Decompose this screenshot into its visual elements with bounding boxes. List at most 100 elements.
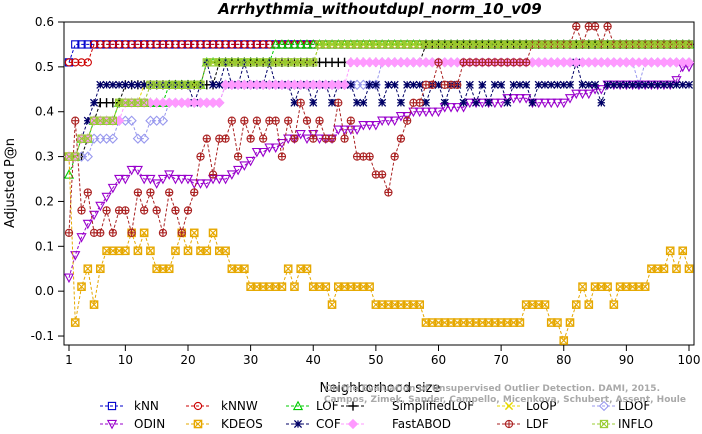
y-tick-label: 0.4 bbox=[35, 105, 54, 119]
point-kdeos bbox=[96, 264, 105, 274]
point-knnw bbox=[77, 58, 86, 67]
legend-swatch-marker bbox=[599, 419, 609, 429]
point-cof bbox=[409, 80, 418, 89]
point-odin bbox=[157, 174, 169, 185]
legend-item-cof: COF bbox=[286, 417, 341, 431]
legend-item-ldf: LDF bbox=[497, 417, 549, 431]
series-ldf bbox=[64, 22, 694, 237]
point-ldf bbox=[340, 134, 349, 143]
point-ldf bbox=[158, 228, 168, 237]
point-kdeos bbox=[133, 246, 143, 256]
point-inflo bbox=[108, 116, 117, 125]
point-lof bbox=[295, 39, 306, 49]
point-kdeos bbox=[640, 282, 650, 291]
point-odin bbox=[414, 107, 425, 118]
point-cof bbox=[522, 80, 531, 89]
point-knnw bbox=[108, 40, 117, 49]
point-ldf bbox=[227, 116, 236, 125]
point-ldf bbox=[196, 152, 205, 161]
point-ldf bbox=[258, 134, 268, 143]
point-odin bbox=[232, 165, 244, 176]
point-knnw bbox=[96, 40, 105, 49]
point-odin bbox=[433, 107, 444, 118]
point-cof bbox=[121, 80, 130, 89]
point-kdeos bbox=[290, 282, 299, 291]
point-ldf bbox=[233, 152, 243, 161]
y-axis-label: Adjusted P@n bbox=[3, 138, 18, 228]
point-knnw bbox=[252, 40, 262, 49]
point-kdeos bbox=[571, 300, 581, 309]
point-cof bbox=[215, 80, 224, 89]
legend-swatch-marker bbox=[106, 419, 118, 430]
point-cof bbox=[666, 80, 675, 89]
point-kdeos bbox=[584, 300, 594, 309]
point-kdeos bbox=[415, 300, 425, 309]
series-layer bbox=[63, 22, 695, 345]
point-odin bbox=[596, 85, 607, 95]
point-odin bbox=[546, 98, 557, 109]
point-ldf bbox=[603, 22, 612, 31]
point-cof bbox=[384, 80, 393, 89]
point-cof bbox=[378, 98, 387, 107]
point-cof bbox=[89, 98, 99, 107]
point-ldf bbox=[96, 228, 105, 237]
point-odin bbox=[345, 125, 356, 136]
point-odin bbox=[220, 174, 231, 185]
point-cof bbox=[559, 80, 568, 89]
point-cof bbox=[140, 80, 149, 89]
legend-item-knnw: kNNW bbox=[186, 399, 258, 413]
point-odin bbox=[214, 174, 225, 185]
point-knnw bbox=[246, 40, 255, 49]
series-kdeos bbox=[64, 152, 694, 345]
point-odin bbox=[408, 107, 419, 118]
point-ldof bbox=[370, 79, 382, 90]
point-ldf bbox=[183, 206, 193, 215]
plot-area-frame bbox=[63, 21, 695, 346]
point-kdeos bbox=[515, 318, 525, 327]
point-ldf bbox=[365, 152, 374, 161]
point-cof bbox=[509, 80, 518, 89]
point-odin bbox=[395, 112, 407, 122]
legend-item-inflo: INFLO bbox=[592, 417, 653, 431]
point-cof bbox=[465, 80, 474, 89]
point-cof bbox=[591, 80, 600, 89]
point-kdeos bbox=[603, 282, 612, 291]
point-knn bbox=[71, 40, 80, 49]
point-kdeos bbox=[202, 246, 212, 256]
point-kdeos bbox=[678, 246, 688, 256]
point-odin bbox=[533, 98, 544, 109]
point-ldf bbox=[108, 228, 117, 237]
point-cof bbox=[603, 80, 612, 89]
point-cof bbox=[102, 80, 111, 89]
point-odin bbox=[264, 143, 275, 153]
y-tick-label: -0.1 bbox=[31, 329, 54, 343]
point-knnw bbox=[64, 58, 74, 67]
point-odin bbox=[258, 147, 269, 158]
point-ldf bbox=[403, 116, 412, 125]
x-tick-label: 80 bbox=[556, 353, 571, 367]
point-ldf bbox=[346, 116, 355, 125]
point-cof bbox=[415, 80, 424, 89]
legend-label: FastABOD bbox=[392, 417, 451, 431]
point-odin bbox=[201, 179, 212, 189]
point-kdeos bbox=[540, 300, 550, 309]
point-ldf bbox=[334, 98, 343, 107]
point-odin bbox=[76, 233, 87, 243]
point-odin bbox=[427, 107, 438, 118]
point-cof bbox=[647, 80, 656, 89]
x-tick-label: 90 bbox=[619, 353, 634, 367]
point-fastabod bbox=[214, 97, 225, 108]
point-inflo bbox=[71, 152, 80, 161]
point-odin bbox=[452, 103, 463, 113]
point-knnw bbox=[133, 40, 143, 49]
legend-item-odin: ODIN bbox=[100, 417, 165, 431]
legend-label: LDF bbox=[526, 417, 549, 431]
point-cof bbox=[96, 80, 105, 89]
point-knnw bbox=[71, 58, 80, 67]
point-inflo bbox=[684, 40, 694, 49]
point-kdeos bbox=[578, 282, 587, 291]
point-odin bbox=[95, 201, 106, 212]
point-cof bbox=[478, 80, 487, 89]
point-kdeos bbox=[665, 246, 675, 256]
point-odin bbox=[577, 89, 588, 100]
